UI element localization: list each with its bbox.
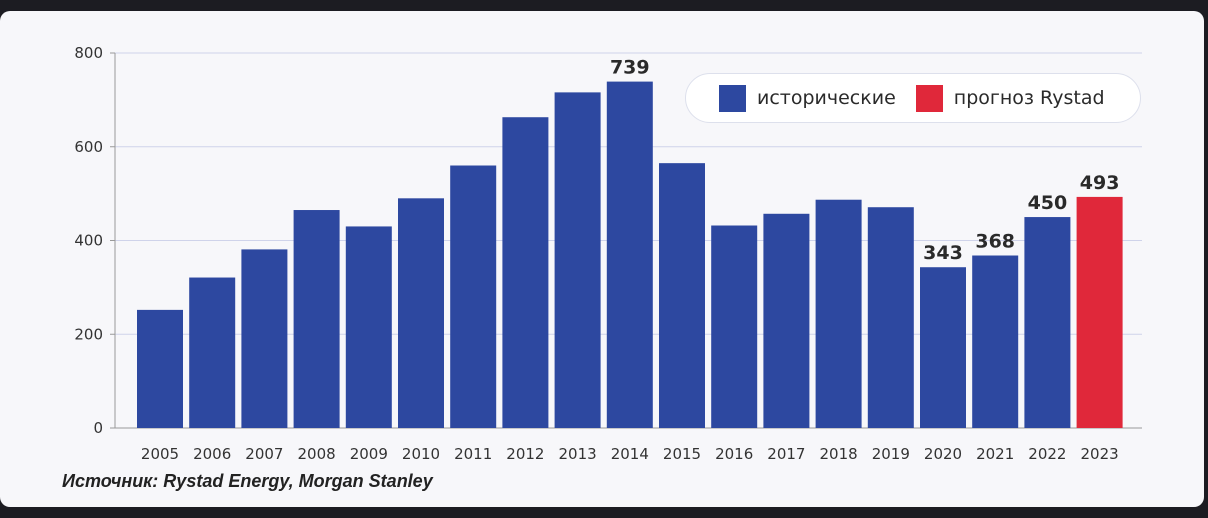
y-tick-label-200: 200 bbox=[74, 325, 103, 343]
data-label-2022: 450 bbox=[1028, 192, 1068, 214]
legend-swatch-forecast bbox=[915, 84, 943, 112]
bar-2022 bbox=[1024, 217, 1071, 428]
bar-2009 bbox=[345, 226, 392, 428]
bar-2015 bbox=[659, 163, 705, 428]
x-tick-label-2014: 2014 bbox=[611, 445, 649, 463]
bar-2006 bbox=[189, 277, 236, 428]
data-label-2023: 493 bbox=[1080, 172, 1120, 194]
bar-2014 bbox=[606, 81, 653, 428]
x-tick-label-2006: 2006 bbox=[193, 445, 231, 463]
data-label-2021: 368 bbox=[975, 231, 1015, 253]
x-tick-label-2016: 2016 bbox=[715, 445, 753, 463]
source-note: Источник: Rystad Energy, Morgan Stanley bbox=[62, 471, 433, 491]
x-tick-label-2008: 2008 bbox=[298, 445, 336, 463]
bar-2010 bbox=[398, 198, 444, 428]
y-tick-label-400: 400 bbox=[74, 232, 103, 250]
bar-2011 bbox=[450, 165, 497, 428]
x-tick-label-2020: 2020 bbox=[924, 445, 962, 463]
chart-card: 0 200 400 600 800 2005 2006 2007 2008 2009 2010 201… bbox=[0, 11, 1204, 507]
bar-2012 bbox=[502, 117, 549, 428]
legend: исторические прогноз Rystad bbox=[685, 73, 1141, 123]
bar-2018 bbox=[815, 199, 862, 428]
bar-2013 bbox=[554, 92, 601, 428]
bar-2020 bbox=[920, 267, 966, 428]
x-tick-label-2023: 2023 bbox=[1081, 445, 1119, 463]
legend-item-historical: исторические bbox=[719, 84, 896, 112]
x-tick-label-2022: 2022 bbox=[1028, 445, 1066, 463]
legend-swatch-historical bbox=[719, 84, 746, 112]
x-tick-label-2015: 2015 bbox=[663, 445, 701, 463]
data-label-2014: 739 bbox=[610, 57, 650, 79]
y-tick-label-800: 800 bbox=[74, 44, 103, 62]
data-label-2020: 343 bbox=[923, 242, 963, 264]
legend-label-forecast: прогноз Rystad bbox=[953, 87, 1105, 109]
x-tick-label-2018: 2018 bbox=[820, 445, 858, 463]
x-tick-label-2013: 2013 bbox=[559, 445, 597, 463]
x-tick-label-2010: 2010 bbox=[402, 445, 440, 463]
x-tick-label-2019: 2019 bbox=[872, 445, 910, 463]
bar-2023 bbox=[1076, 196, 1123, 428]
x-tick-label-2017: 2017 bbox=[767, 445, 805, 463]
bar-2016 bbox=[711, 225, 758, 428]
bar-chart: 0 200 400 600 800 2005 2006 2007 2008 2009 2010 201… bbox=[74, 44, 1142, 463]
bar-2021 bbox=[972, 255, 1019, 428]
x-tick-label-2007: 2007 bbox=[245, 445, 283, 463]
bar-2017 bbox=[763, 213, 810, 428]
x-tick-label-2005: 2005 bbox=[141, 445, 179, 463]
bar-2005 bbox=[137, 309, 183, 428]
x-tick-label-2012: 2012 bbox=[506, 445, 544, 463]
bar-2007 bbox=[241, 249, 288, 428]
legend-item-forecast: прогноз Rystad bbox=[915, 84, 1105, 112]
bar-2008 bbox=[293, 210, 340, 428]
bar-2019 bbox=[867, 207, 914, 428]
x-tick-label-2009: 2009 bbox=[350, 445, 388, 463]
x-tick-label-2011: 2011 bbox=[454, 445, 492, 463]
y-tick-label-0: 0 bbox=[93, 419, 103, 437]
y-tick-label-600: 600 bbox=[74, 138, 103, 156]
x-tick-label-2021: 2021 bbox=[976, 445, 1014, 463]
legend-label-historical: исторические bbox=[757, 87, 896, 109]
